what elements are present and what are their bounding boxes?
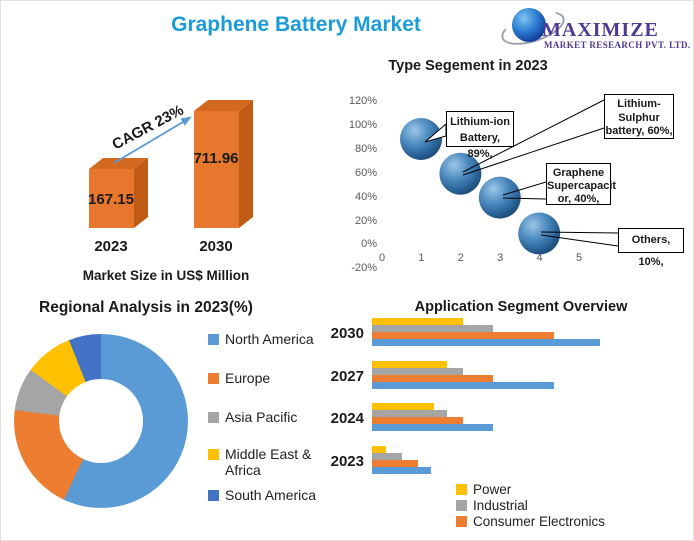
legend-swatch bbox=[208, 334, 219, 345]
app-bar bbox=[372, 410, 448, 417]
legend-swatch bbox=[456, 516, 467, 527]
app-bar bbox=[372, 417, 464, 424]
regional-title: Regional Analysis in 2023(%) bbox=[39, 299, 253, 316]
bar-2023 bbox=[89, 158, 148, 228]
leader-line bbox=[502, 197, 547, 200]
x-tick: 1 bbox=[418, 252, 425, 264]
legend-label: Power bbox=[473, 482, 512, 497]
page-title: Graphene Battery Market bbox=[171, 13, 421, 36]
app-bar bbox=[372, 325, 493, 332]
leader-line bbox=[502, 181, 547, 196]
legend-label: Industrial bbox=[473, 498, 528, 513]
legend-item-middle-east-africa: Middle East & Africa bbox=[208, 446, 318, 478]
globe-icon bbox=[512, 8, 546, 42]
leader-line bbox=[540, 234, 619, 247]
callout-others: Others, 10%, bbox=[618, 228, 684, 268]
app-bar bbox=[372, 466, 432, 474]
bar-2023-front-face bbox=[89, 169, 134, 228]
app-bar bbox=[372, 332, 555, 339]
legend-label: Middle East & Africa bbox=[225, 446, 312, 478]
callout-lithium-sulphur: Lithium- Sulphur battery, 60%, bbox=[604, 94, 674, 139]
app-bar bbox=[372, 360, 448, 368]
app-bar bbox=[372, 403, 434, 410]
bar-2030-top-face bbox=[194, 100, 253, 111]
logo-company-subtitle: MARKET RESEARCH PVT. LTD. bbox=[544, 40, 691, 50]
y-tick: 100% bbox=[348, 118, 377, 131]
legend-label: Asia Pacific bbox=[225, 409, 298, 425]
app-bar bbox=[372, 381, 555, 389]
callout-lithium-ion: Lithium-ion Battery, 89%, bbox=[446, 111, 514, 160]
bar-value-2030: 711.96 bbox=[193, 150, 239, 167]
app-category-2023: 2023 bbox=[330, 452, 364, 470]
x-tick: 2 bbox=[457, 252, 464, 264]
legend-swatch bbox=[456, 484, 467, 495]
app-bar bbox=[372, 452, 402, 460]
market-size-axis-title: Market Size in US$ Million bbox=[82, 268, 250, 283]
x-tick: 3 bbox=[497, 252, 504, 264]
y-tick: 120% bbox=[348, 95, 377, 107]
application-title: Application Segment Overview bbox=[414, 299, 628, 315]
cagr-arrow-icon bbox=[113, 116, 192, 164]
app-bar bbox=[372, 424, 493, 431]
bubble-graphene-supercapacitor bbox=[478, 176, 521, 219]
y-tick: 20% bbox=[354, 214, 377, 227]
bar-2030-front-face bbox=[194, 111, 239, 228]
legend-swatch bbox=[208, 490, 219, 501]
bar-category-2030: 2030 bbox=[199, 238, 233, 255]
bar-2030-side-face bbox=[239, 100, 253, 228]
callout-graphene-supercapacitor: Graphene Supercapacit or, 40%, bbox=[546, 163, 616, 205]
y-tick: -20% bbox=[351, 262, 377, 275]
bar-2023-side-face bbox=[134, 158, 148, 228]
logo-company-name: MAXIMIZE bbox=[542, 19, 659, 41]
bubble-lithium-sulphur bbox=[439, 152, 482, 195]
app-bar bbox=[372, 367, 464, 375]
legend-item-south-america: South America bbox=[208, 487, 333, 503]
legend-swatch bbox=[208, 373, 219, 384]
bubble-lithium-ion bbox=[400, 118, 442, 160]
legend-label: South America bbox=[225, 487, 317, 503]
type-segment-title: Type Segement in 2023 bbox=[388, 58, 548, 74]
y-tick: 0% bbox=[361, 238, 377, 251]
type-segment-plot bbox=[400, 99, 619, 255]
legend-label: Consumer Electronics bbox=[473, 514, 606, 529]
legend-item-asia-pacific: Asia Pacific bbox=[208, 409, 333, 425]
bubble-others bbox=[518, 212, 561, 255]
leader-line bbox=[462, 127, 605, 176]
legend-item-industrial: Industrial bbox=[456, 498, 656, 513]
legend-item-north-america: North America bbox=[208, 331, 333, 347]
y-tick: 80% bbox=[354, 142, 377, 155]
x-tick: 4 bbox=[536, 252, 543, 264]
x-tick: 0 bbox=[378, 252, 386, 264]
legend-swatch bbox=[208, 412, 219, 423]
legend-item-power: Power bbox=[456, 482, 656, 497]
legend-item-consumer-electronics: Consumer Electronics bbox=[456, 514, 656, 529]
app-bar bbox=[372, 318, 464, 325]
bar-2030 bbox=[194, 100, 253, 228]
bar-category-2023: 2023 bbox=[94, 238, 128, 255]
app-category-2027: 2027 bbox=[330, 367, 364, 385]
app-bar bbox=[372, 459, 418, 467]
app-bar bbox=[372, 445, 386, 453]
y-tick: 60% bbox=[354, 166, 377, 179]
bar-2023-top-face bbox=[89, 158, 148, 169]
leader-line bbox=[462, 99, 605, 173]
app-category-2024: 2024 bbox=[330, 410, 364, 427]
legend-swatch bbox=[456, 500, 467, 511]
leader-line bbox=[540, 231, 619, 234]
legend-item-europe: Europe bbox=[208, 370, 333, 386]
app-bar bbox=[372, 339, 600, 346]
market-size-chart bbox=[89, 100, 253, 228]
x-tick: 5 bbox=[575, 252, 583, 264]
donut-hole bbox=[59, 379, 143, 463]
legend-label: North America bbox=[225, 331, 314, 347]
app-bar bbox=[372, 374, 493, 382]
app-category-2030: 2030 bbox=[330, 325, 364, 342]
bar-value-2023: 167.15 bbox=[88, 191, 134, 208]
y-tick: 40% bbox=[354, 190, 377, 203]
legend-label: Europe bbox=[225, 370, 271, 386]
legend-swatch bbox=[208, 449, 219, 460]
